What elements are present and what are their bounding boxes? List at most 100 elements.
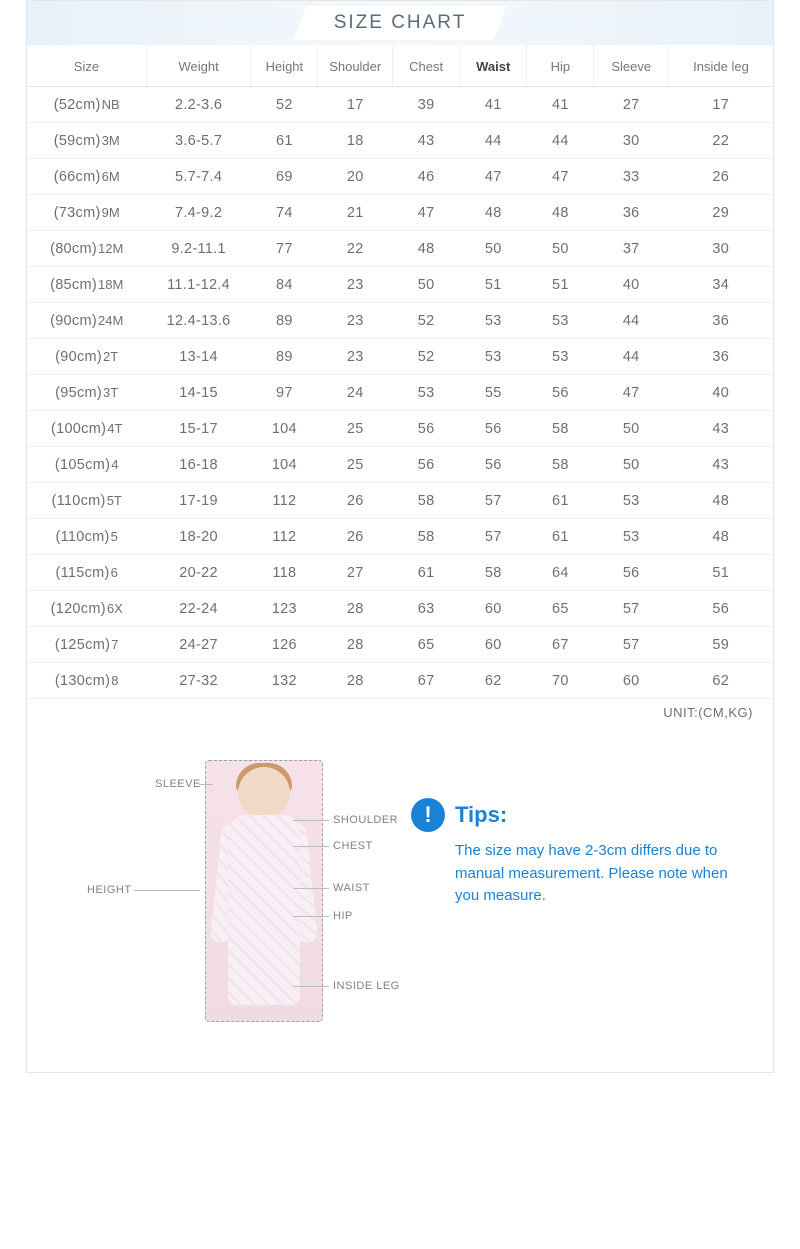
table-row: (85cm)18M11.1-12.484235051514034 [27, 267, 773, 303]
table-row: (95cm)3T14-1597245355564740 [27, 375, 773, 411]
table-cell: 56 [527, 375, 594, 411]
table-cell: 62 [460, 663, 527, 699]
table-cell: 23 [318, 339, 393, 375]
table-cell: 28 [318, 591, 393, 627]
table-cell: 17 [318, 87, 393, 123]
table-cell: 15-17 [146, 411, 250, 447]
table-cell: 70 [527, 663, 594, 699]
size-cell: (105cm)4 [27, 447, 146, 483]
table-row: (125cm)724-27126286560675759 [27, 627, 773, 663]
table-cell: 9.2-11.1 [146, 231, 250, 267]
table-cell: 56 [594, 555, 669, 591]
table-cell: 53 [527, 303, 594, 339]
label-waist: WAIST [333, 882, 370, 894]
table-cell: 123 [251, 591, 318, 627]
size-cell: (110cm)5T [27, 483, 146, 519]
table-header-cell: Chest [393, 45, 460, 87]
table-cell: 48 [668, 483, 773, 519]
size-cell: (66cm)6M [27, 159, 146, 195]
table-cell: 28 [318, 663, 393, 699]
table-cell: 43 [393, 123, 460, 159]
label-hip: HIP [333, 910, 353, 922]
table-cell: 48 [527, 195, 594, 231]
table-row: (105cm)416-18104255656585043 [27, 447, 773, 483]
table-cell: 17-19 [146, 483, 250, 519]
table-cell: 36 [668, 303, 773, 339]
table-cell: 53 [393, 375, 460, 411]
size-cell: (59cm)3M [27, 123, 146, 159]
table-cell: 69 [251, 159, 318, 195]
table-cell: 55 [460, 375, 527, 411]
table-cell: 37 [594, 231, 669, 267]
table-row: (120cm)6X22-24123286360655756 [27, 591, 773, 627]
table-cell: 58 [527, 411, 594, 447]
table-cell: 97 [251, 375, 318, 411]
label-inside-leg: INSIDE LEG [333, 980, 400, 992]
table-cell: 52 [251, 87, 318, 123]
size-chart-container: SIZE CHART SizeWeightHeightShoulderChest… [26, 0, 774, 1073]
size-cell: (95cm)3T [27, 375, 146, 411]
table-cell: 65 [393, 627, 460, 663]
table-cell: 58 [527, 447, 594, 483]
info-icon: ! [411, 798, 445, 832]
table-cell: 46 [393, 159, 460, 195]
table-cell: 59 [668, 627, 773, 663]
table-cell: 14-15 [146, 375, 250, 411]
table-cell: 126 [251, 627, 318, 663]
table-header-cell: Height [251, 45, 318, 87]
table-cell: 47 [393, 195, 460, 231]
table-cell: 89 [251, 339, 318, 375]
table-cell: 60 [594, 663, 669, 699]
table-row: (90cm)2T13-1489235253534436 [27, 339, 773, 375]
table-cell: 30 [668, 231, 773, 267]
table-cell: 57 [460, 519, 527, 555]
table-cell: 74 [251, 195, 318, 231]
bottom-section: SLEEVE HEIGHT SHOULDER CHEST WAIST HIP I… [27, 724, 773, 1052]
table-cell: 44 [527, 123, 594, 159]
table-cell: 27 [318, 555, 393, 591]
table-cell: 23 [318, 303, 393, 339]
size-cell: (100cm)4T [27, 411, 146, 447]
table-cell: 50 [594, 447, 669, 483]
table-cell: 58 [393, 483, 460, 519]
table-cell: 112 [251, 483, 318, 519]
table-cell: 50 [393, 267, 460, 303]
table-cell: 64 [527, 555, 594, 591]
table-cell: 13-14 [146, 339, 250, 375]
table-row: (59cm)3M3.6-5.761184344443022 [27, 123, 773, 159]
tips-block: ! Tips: The size may have 2-3cm differs … [411, 742, 741, 908]
table-cell: 48 [460, 195, 527, 231]
table-row: (115cm)620-22118276158645651 [27, 555, 773, 591]
table-cell: 43 [668, 411, 773, 447]
table-cell: 56 [460, 411, 527, 447]
table-cell: 57 [460, 483, 527, 519]
table-cell: 57 [594, 627, 669, 663]
table-cell: 5.7-7.4 [146, 159, 250, 195]
size-cell: (73cm)9M [27, 195, 146, 231]
table-header-cell: Inside leg [668, 45, 773, 87]
unit-label: UNIT:(CM,KG) [27, 699, 773, 724]
table-cell: 28 [318, 627, 393, 663]
body-outline [205, 760, 323, 1022]
table-cell: 132 [251, 663, 318, 699]
table-cell: 61 [251, 123, 318, 159]
table-cell: 62 [668, 663, 773, 699]
table-cell: 48 [668, 519, 773, 555]
table-header-cell: Waist [460, 45, 527, 87]
table-row: (130cm)827-32132286762706062 [27, 663, 773, 699]
table-cell: 26 [318, 483, 393, 519]
table-cell: 56 [393, 447, 460, 483]
size-table: SizeWeightHeightShoulderChestWaistHipSle… [27, 45, 773, 699]
table-cell: 89 [251, 303, 318, 339]
table-cell: 18-20 [146, 519, 250, 555]
label-shoulder: SHOULDER [333, 814, 398, 826]
measurement-diagram: SLEEVE HEIGHT SHOULDER CHEST WAIST HIP I… [87, 742, 387, 1052]
table-cell: 56 [668, 591, 773, 627]
table-cell: 26 [318, 519, 393, 555]
table-cell: 50 [527, 231, 594, 267]
label-chest: CHEST [333, 840, 373, 852]
table-cell: 27 [594, 87, 669, 123]
table-row: (110cm)518-20112265857615348 [27, 519, 773, 555]
size-cell: (110cm)5 [27, 519, 146, 555]
page-title: SIZE CHART [308, 6, 493, 40]
